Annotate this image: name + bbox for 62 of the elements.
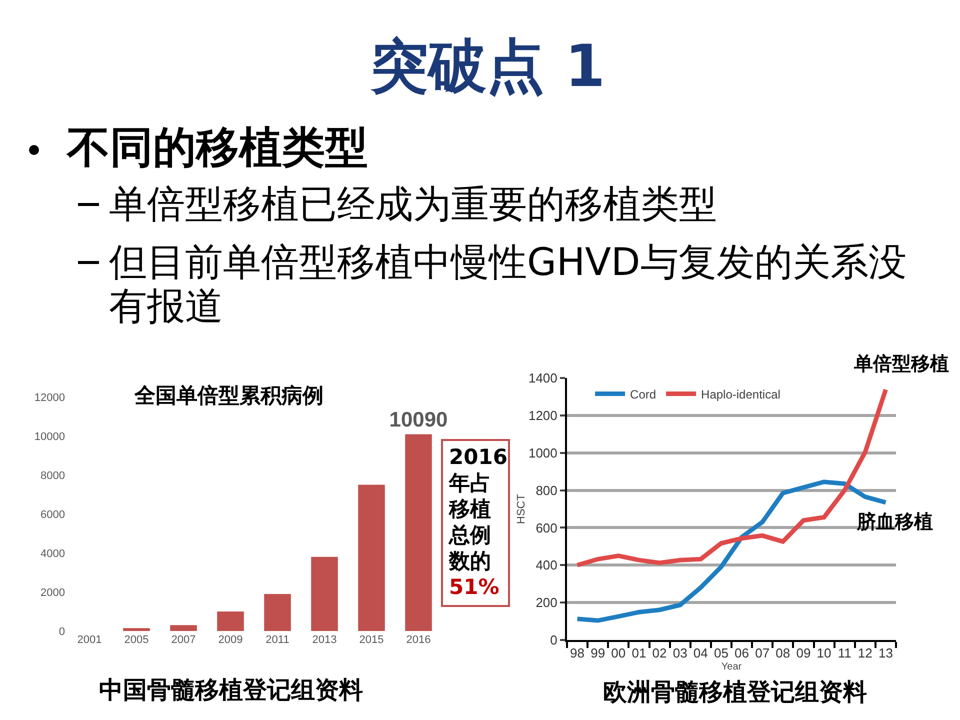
x-tick-label: 12 [858,646,872,661]
text: 但目前单倍型移植中慢性GHVD与复发的关系没有报道 [109,240,906,328]
x-tick-label: 2001 [77,634,102,646]
bar [405,434,432,631]
x-tick-label: 00 [611,646,626,661]
y-tick-label: 800 [536,482,558,498]
y-tick-label: 0 [58,626,65,638]
x-tick-label: 2015 [359,634,384,646]
x-tick-label: 06 [734,646,750,661]
x-tick-label: 02 [652,646,667,661]
text: 不同的移植类型 [67,123,368,173]
text: 单倍型移植已经成为重要的移植类型 [109,182,717,226]
y-tick-label: 600 [536,520,558,536]
y-tick-label: 10000 [34,430,65,443]
x-axis-title: Year [721,662,742,673]
bar [170,625,197,631]
x-tick-label: 04 [693,646,708,661]
x-tick-label: 2016 [406,634,431,646]
y-tick-label: 200 [536,595,558,610]
legend-label: Haplo-identical [701,387,780,402]
text: 突破点 1 [370,31,606,102]
x-tick-label: 99 [590,646,606,661]
x-tick-label: 10 [816,646,832,661]
x-tick-label: 08 [776,646,790,661]
bar [311,556,338,631]
bar [264,594,291,631]
x-tick-label: 2007 [171,634,196,646]
x-tick-label: 2009 [218,634,243,646]
text: 中国骨髓移植登记组资料 [99,676,363,704]
text: 欧洲骨髓移植登记组资料 [603,678,867,706]
bar [123,628,150,631]
bar [358,484,385,631]
y-tick-label: 0 [550,632,558,648]
text: 2016年占移植总例数的 [449,445,508,573]
y-tick-label: 12000 [34,392,65,404]
x-tick-label: 03 [672,646,688,661]
x-tick-label: 09 [796,646,811,661]
bar [217,612,244,631]
y-tick-label: 8000 [40,470,65,482]
y-tick-label: 1000 [528,445,558,460]
y-tick-label: 400 [536,558,558,573]
x-tick-label: 05 [714,646,728,661]
y-tick-label: 2000 [40,586,65,599]
annotation: 单倍型移植 [853,353,949,375]
x-tick-label: 13 [878,646,893,661]
x-tick-label: 01 [632,646,646,661]
data-label: 10090 [389,408,448,432]
annotation: 脐血移植 [856,511,933,533]
text: 51% [449,575,500,599]
chart-title: 全国单倍型累积病例 [133,383,324,408]
y-tick-label: 4000 [40,548,65,560]
legend-label: Cord [630,387,656,402]
y-tick-label: 6000 [40,508,65,521]
x-tick-label: 2005 [124,634,149,646]
x-tick-label: 11 [838,646,852,661]
y-tick-label: 1400 [528,370,558,386]
x-tick-label: 2013 [312,634,337,646]
x-tick-label: 2011 [266,634,290,646]
y-tick-label: 1200 [528,408,558,423]
x-tick-label: 07 [755,646,770,661]
y-axis-title: HSCT [516,494,528,524]
x-tick-label: 98 [570,646,585,661]
